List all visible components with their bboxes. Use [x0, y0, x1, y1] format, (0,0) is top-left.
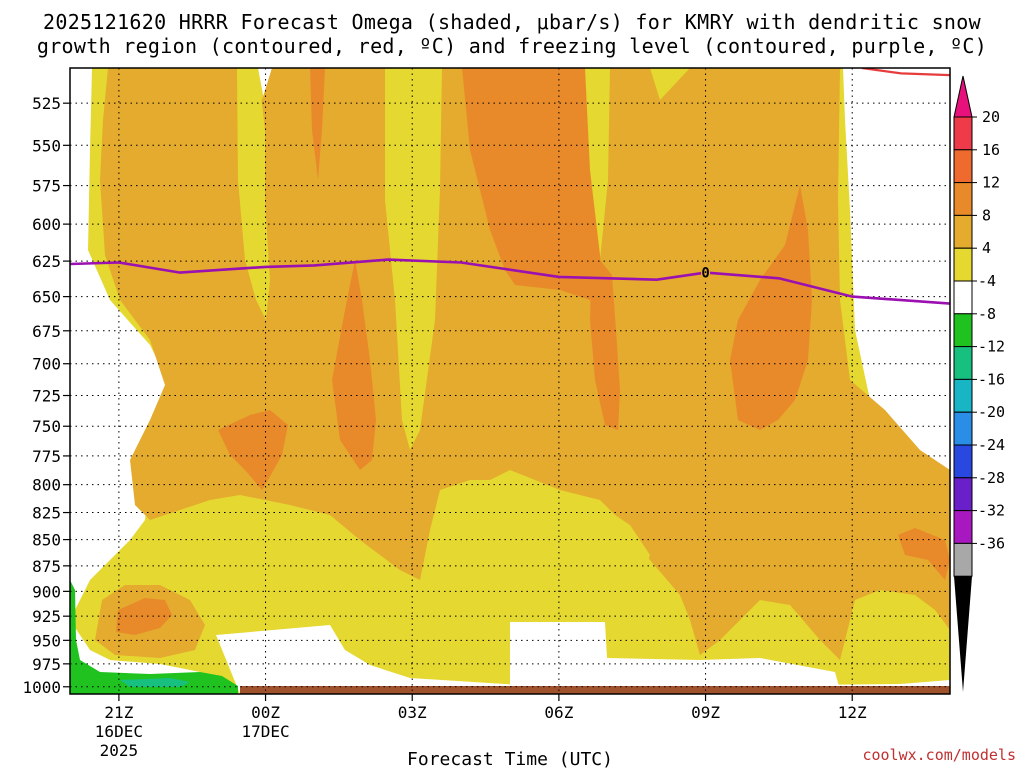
time-tick-date: 17DEC: [241, 722, 289, 741]
colorbar-label: -20: [978, 403, 1005, 421]
colorbar-swatch: [953, 313, 973, 348]
freezing-level-label-bg: [701, 265, 711, 279]
chart-title-line-2: growth region (contoured, red, ºC) and f…: [36, 34, 988, 58]
plot-frame: [69, 67, 951, 695]
time-tick-label: 21Z: [104, 703, 133, 722]
time-tick-label: 00Z: [251, 703, 280, 722]
colorbar-swatch: [953, 444, 973, 479]
omega-colorbar: 20 16 12 8 4 -4 -8 -12 -16 -20 -24 -28 -32 -36: [953, 75, 1005, 692]
colorbar-label: 4: [982, 239, 991, 257]
colorbar-label: -36: [978, 534, 1005, 552]
omega-band-12-16: [310, 68, 325, 180]
pressure-tick-label: 975: [32, 655, 61, 674]
time-tick-label: 06Z: [544, 703, 573, 722]
colorbar-bottom-arrow: [954, 576, 972, 692]
time-tick-label: 09Z: [691, 703, 720, 722]
pressure-tick-label: 775: [32, 447, 61, 466]
pressure-tick-label: 600: [32, 215, 61, 234]
colorbar-label: -16: [978, 370, 1005, 388]
colorbar-label: 20: [982, 108, 1000, 126]
omega-band-4-8: [237, 68, 270, 320]
colorbar-swatch: [953, 214, 973, 249]
omega-band-12-16: [462, 68, 605, 305]
colorbar-label: -28: [978, 469, 1005, 487]
colorbar-label: -8: [978, 305, 996, 323]
pressure-tick-label: 900: [32, 582, 61, 601]
pressure-tick-label: 525: [32, 94, 61, 113]
colorbar-label: -24: [978, 436, 1005, 454]
pressure-tick-label: 800: [32, 476, 61, 495]
omega-band-neg4-neg8: [70, 580, 238, 694]
colorbar-swatch: [953, 182, 973, 216]
pressure-tick-label: 875: [32, 557, 61, 576]
surface-strip: [240, 686, 950, 694]
colorbar-swatch: [953, 247, 973, 282]
dendritic-growth-contour: [861, 68, 950, 77]
omega-band-4-8: [150, 512, 250, 625]
pressure-tick-label: 825: [32, 504, 61, 523]
pressure-tick-label: 925: [32, 607, 61, 626]
colorbar-label: -4: [978, 272, 996, 290]
freezing-level-contour: [70, 258, 950, 305]
omega-band-12-16: [218, 410, 288, 490]
pressure-tick-label: 550: [32, 136, 61, 155]
omega-band-12-16: [116, 598, 172, 635]
time-tick-date: 16DEC: [95, 722, 143, 741]
colorbar-swatch: [953, 477, 973, 512]
omega-band-12-16: [332, 260, 376, 470]
omega-shading: [70, 68, 950, 694]
colorbar-label: -32: [978, 502, 1005, 520]
pressure-tick-label: 575: [32, 177, 61, 196]
colorbar-swatch: [953, 510, 973, 544]
pressure-tick-label: 725: [32, 387, 61, 406]
freezing-level-label: 0: [701, 266, 709, 282]
omega-white-region: [216, 625, 950, 694]
pressure-axis: 525 550 575 600 625 650 675 700 725 750 775 800 825 8…: [22, 94, 70, 697]
colorbar-swatch: [953, 411, 973, 446]
pressure-tick-label: 700: [32, 355, 61, 374]
colorbar-label: 16: [982, 141, 1000, 159]
colorbar-swatch: [953, 378, 973, 413]
omega-band-12-16: [590, 250, 620, 430]
time-tick-label: 12Z: [838, 703, 867, 722]
omega-band-8-12: [100, 68, 950, 660]
chart-title-line-1: 2025121620 HRRR Forecast Omega (shaded, …: [43, 10, 981, 34]
time-tick-year: 2025: [100, 741, 139, 760]
omega-white-region: [510, 622, 840, 690]
colorbar-label: -12: [978, 338, 1005, 356]
omega-band-12-16: [898, 528, 950, 580]
pressure-tick-label: 850: [32, 531, 61, 550]
omega-band-4-8: [385, 68, 442, 450]
colorbar-swatch: [953, 346, 973, 380]
colorbar-swatch: [953, 149, 973, 184]
pressure-tick-label: 1000: [22, 678, 61, 697]
pressure-tick-label: 950: [32, 631, 61, 650]
pressure-tick-label: 675: [32, 322, 61, 341]
pressure-tick-label: 750: [32, 417, 61, 436]
site-credit: coolwx.com/models: [862, 746, 1016, 764]
pressure-tick-label: 625: [32, 252, 61, 271]
colorbar-swatch: [953, 280, 973, 315]
omega-band-neg8-neg12: [120, 678, 190, 687]
time-tick-label: 03Z: [398, 703, 427, 722]
pressure-gridlines: [70, 102, 950, 688]
omega-band-12-16: [730, 185, 812, 430]
pressure-tick-label: 650: [32, 288, 61, 307]
colorbar-swatch: [953, 542, 973, 577]
colorbar-label: 8: [982, 206, 991, 224]
colorbar-top-arrow: [953, 75, 973, 118]
colorbar-label: 12: [982, 174, 1000, 192]
x-axis-title: Forecast Time (UTC): [407, 749, 613, 768]
colorbar-swatch: [953, 116, 973, 151]
omega-band-4-8: [480, 478, 650, 585]
